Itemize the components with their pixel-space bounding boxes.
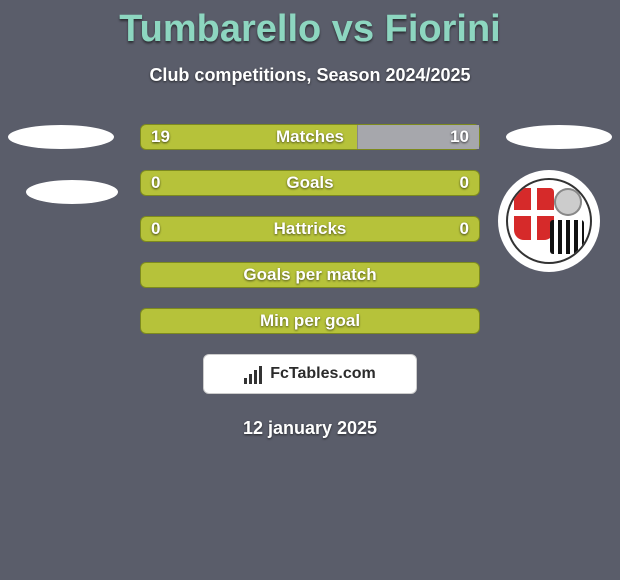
stat-left-value: 0 (151, 219, 160, 239)
stat-label: Min per goal (260, 311, 360, 331)
stat-label: Goals per match (243, 265, 376, 285)
stat-right-value: 10 (450, 127, 469, 147)
player1-avatar-placeholder-a (8, 125, 114, 149)
stat-left-value: 19 (151, 127, 170, 147)
source-badge[interactable]: FcTables.com (203, 354, 417, 394)
stripes-icon (550, 220, 584, 254)
stat-row-matches: 19 Matches 10 (140, 124, 480, 150)
stat-row-goals: 0 Goals 0 (140, 170, 480, 196)
stat-label: Matches (276, 127, 344, 147)
stat-right-value: 0 (460, 219, 469, 239)
club-crest-graphic (506, 178, 592, 264)
page-title: Tumbarello vs Fiorini (0, 0, 620, 51)
stat-rows: 19 Matches 10 0 Goals 0 0 Hattricks 0 Go… (140, 124, 480, 334)
player2-avatar-placeholder (506, 125, 612, 149)
stat-label: Hattricks (274, 219, 347, 239)
stat-left-value: 0 (151, 173, 160, 193)
player1-avatar-placeholder-b (26, 180, 118, 204)
barchart-icon (244, 364, 264, 384)
page-subtitle: Club competitions, Season 2024/2025 (0, 65, 620, 86)
stat-row-min-per-goal: Min per goal (140, 308, 480, 334)
stat-row-hattricks: 0 Hattricks 0 (140, 216, 480, 242)
stat-right-value: 0 (460, 173, 469, 193)
snapshot-date: 12 january 2025 (0, 418, 620, 439)
shield-icon (514, 188, 554, 240)
stat-label: Goals (286, 173, 333, 193)
ball-icon (554, 188, 582, 216)
stat-row-goals-per-match: Goals per match (140, 262, 480, 288)
club-crest (498, 170, 600, 272)
source-badge-text: FcTables.com (270, 365, 376, 383)
